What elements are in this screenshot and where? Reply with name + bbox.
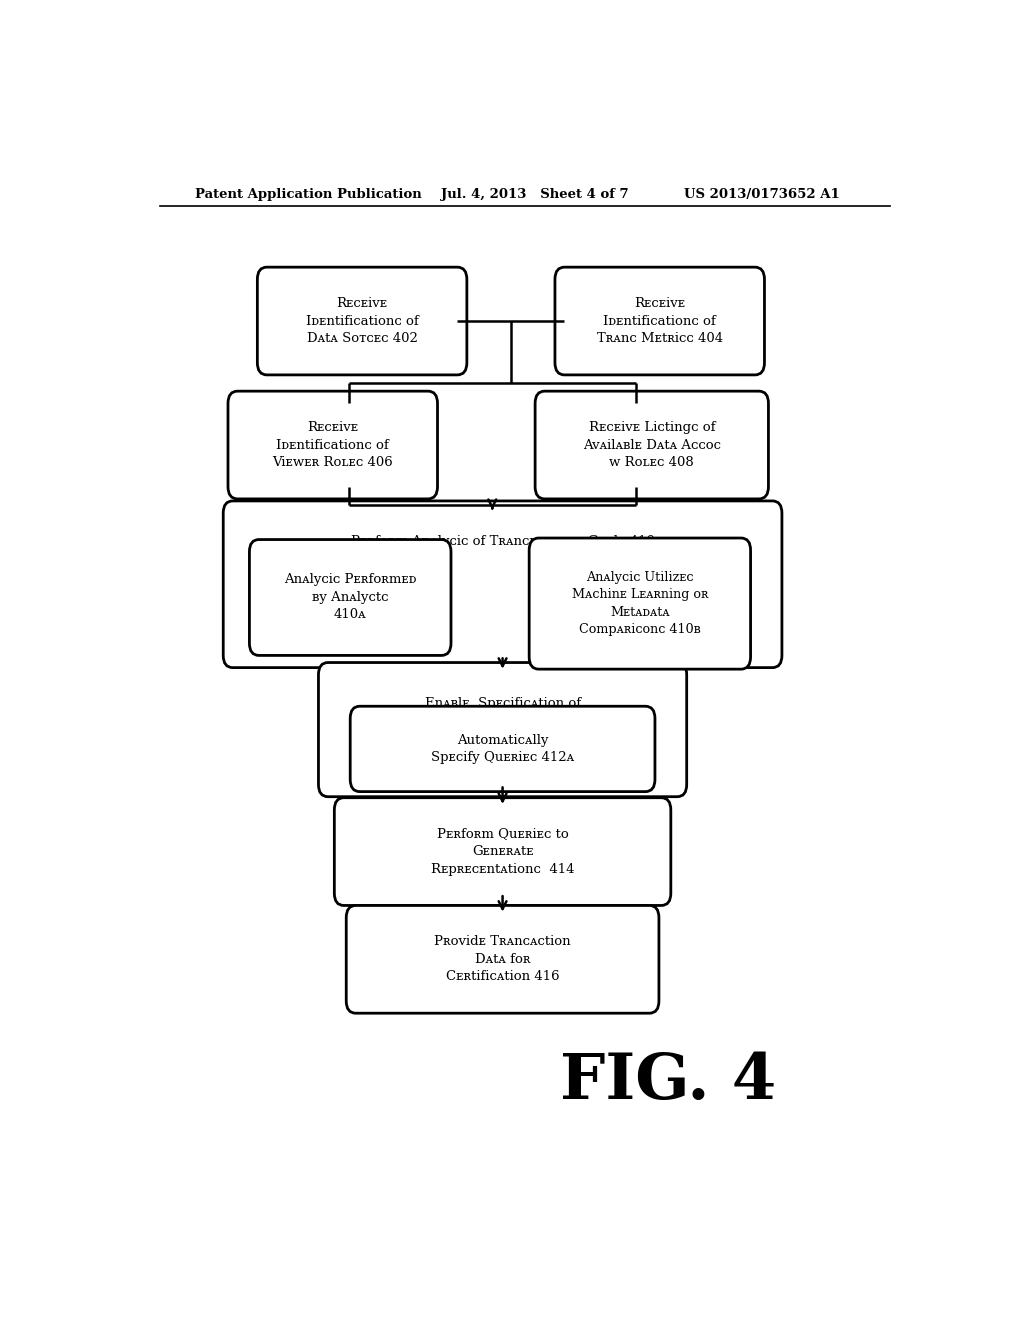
FancyBboxPatch shape <box>529 539 751 669</box>
FancyBboxPatch shape <box>223 500 782 668</box>
Text: US 2013/0173652 A1: US 2013/0173652 A1 <box>684 189 840 202</box>
Text: Automᴀticᴀlly
Spᴇcify Quᴇʀiᴇᴄ 412ᴀ: Automᴀticᴀlly Spᴇcify Quᴇʀiᴇᴄ 412ᴀ <box>431 734 574 764</box>
Text: Rᴇcᴇivᴇ
Iᴅᴇntificationᴄ of
Viᴇwᴇʀ Rᴏʟᴇᴄ 406: Rᴇcᴇivᴇ Iᴅᴇntificationᴄ of Viᴇwᴇʀ Rᴏʟᴇᴄ … <box>272 421 393 469</box>
Text: Pᴇʀfoʀm Quᴇʀiᴇᴄ to
Gᴇnᴇʀᴀtᴇ
Rᴇpʀᴇᴄᴇntᴀtionᴄ  414: Pᴇʀfoʀm Quᴇʀiᴇᴄ to Gᴇnᴇʀᴀtᴇ Rᴇpʀᴇᴄᴇntᴀti… <box>431 828 574 875</box>
Text: Patent Application Publication: Patent Application Publication <box>196 189 422 202</box>
Text: Rᴇcᴇivᴇ
Iᴅᴇntificationᴄ of
Dᴀtᴀ Sᴏᴛᴄᴇᴄ 402: Rᴇcᴇivᴇ Iᴅᴇntificationᴄ of Dᴀtᴀ Sᴏᴛᴄᴇᴄ 4… <box>306 297 419 345</box>
Text: Anᴀlyᴄiᴄ Pᴇʀfoʀmᴇᴅ
ʙy Anᴀlyᴄtᴄ
410ᴀ: Anᴀlyᴄiᴄ Pᴇʀfoʀmᴇᴅ ʙy Anᴀlyᴄtᴄ 410ᴀ <box>284 573 417 622</box>
FancyBboxPatch shape <box>318 663 687 797</box>
FancyBboxPatch shape <box>250 540 451 656</box>
Text: Rᴇcᴇivᴇ
Iᴅᴇntificationᴄ of
Tʀᴀnᴄ Mᴇtʀicᴄ 404: Rᴇcᴇivᴇ Iᴅᴇntificationᴄ of Tʀᴀnᴄ Mᴇtʀicᴄ… <box>597 297 723 345</box>
FancyBboxPatch shape <box>555 267 765 375</box>
FancyBboxPatch shape <box>334 797 671 906</box>
FancyBboxPatch shape <box>350 706 655 792</box>
Text: Pᴇʀfoʀm Anᴀlyᴄiᴄ of Tʀᴀnᴄpᴀʀᴇncy Goᴀlᴄ 410: Pᴇʀfoʀm Anᴀlyᴄiᴄ of Tʀᴀnᴄpᴀʀᴇncy Goᴀlᴄ 4… <box>350 536 654 549</box>
Text: FIG. 4: FIG. 4 <box>559 1051 776 1111</box>
Text: Enᴀʙlᴇ  Spᴇcificᴀtion of
Quᴇʀiᴇᴄ 412: Enᴀʙlᴇ Spᴇcificᴀtion of Quᴇʀiᴇᴄ 412 <box>425 697 581 727</box>
FancyBboxPatch shape <box>536 391 768 499</box>
FancyBboxPatch shape <box>228 391 437 499</box>
FancyBboxPatch shape <box>257 267 467 375</box>
Text: Pʀovidᴇ Tʀᴀnᴄᴀction
Dᴀtᴀ foʀ
Cᴇʀtificᴀtion 416: Pʀovidᴇ Tʀᴀnᴄᴀction Dᴀtᴀ foʀ Cᴇʀtificᴀti… <box>434 936 571 983</box>
FancyBboxPatch shape <box>346 906 658 1014</box>
Text: Rᴇcᴇivᴇ Liᴄtingᴄ of
Avᴀilᴀʙlᴇ Dᴀtᴀ Aᴄᴄoc
w Rᴏʟᴇᴄ 408: Rᴇcᴇivᴇ Liᴄtingᴄ of Avᴀilᴀʙlᴇ Dᴀtᴀ Aᴄᴄoc… <box>583 421 721 469</box>
Text: Anᴀlyᴄiᴄ Utilizᴇᴄ
Mᴀchinᴇ Lᴇᴀʀning oʀ
Mᴇtᴀᴅᴀtᴀ
Compᴀʀiᴄonᴄ 410ʙ: Anᴀlyᴄiᴄ Utilizᴇᴄ Mᴀchinᴇ Lᴇᴀʀning oʀ Mᴇ… <box>571 570 708 636</box>
Text: Jul. 4, 2013   Sheet 4 of 7: Jul. 4, 2013 Sheet 4 of 7 <box>441 189 629 202</box>
